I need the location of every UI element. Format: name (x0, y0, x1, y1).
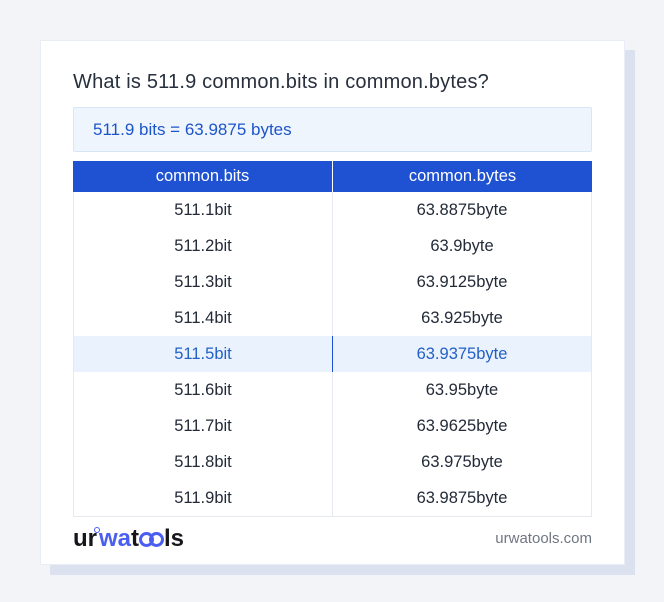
table-cell: 63.925byte (332, 300, 591, 336)
table-cell: 511.7bit (174, 416, 232, 435)
logo-text-ls: ls (164, 524, 185, 552)
table-cell: 63.95byte (332, 372, 591, 408)
logo-text-t: t (131, 524, 140, 552)
page-title: What is 511.9 common.bits in common.byte… (73, 71, 489, 93)
table-row[interactable]: 511.1bit 63.8875byte (74, 192, 591, 228)
table-cell: 511.1bit (174, 200, 232, 219)
urwatools-logo[interactable]: ur wa t ls (73, 524, 185, 552)
conversion-answer-box: 511.9 bits = 63.9875 bytes (73, 107, 592, 152)
table-cell: 511.5bit (174, 344, 232, 363)
table-cell: 63.8875byte (332, 192, 591, 228)
table-row[interactable]: 511.7bit 63.9625byte (74, 408, 591, 444)
logo-text-ur: ur (73, 524, 97, 552)
table-header-bits: common.bits (155, 167, 250, 185)
table-cell: 511.6bit (174, 380, 232, 399)
logo-text-wa: wa (99, 524, 132, 552)
table-row[interactable]: 511.3bit 63.9125byte (74, 264, 591, 300)
table-cell: 63.9875byte (332, 480, 591, 516)
table-row[interactable]: 511.8bit 63.975byte (74, 444, 591, 480)
table-row[interactable]: 511.4bit 63.925byte (74, 300, 591, 336)
table-cell: 511.4bit (174, 308, 232, 327)
table-row[interactable]: 511.2bit 63.9byte (74, 228, 591, 264)
table-cell: 511.8bit (174, 452, 232, 471)
table-cell: 63.9byte (332, 228, 591, 264)
table-header-row: common.bits common.bytes (73, 161, 592, 192)
converter-card: What is 511.9 common.bits in common.byte… (40, 40, 625, 565)
table-cell: 63.975byte (332, 444, 591, 480)
table-body: 511.1bit 63.8875byte 511.2bit 63.9byte 511.3… (73, 192, 592, 517)
card-footer: ur wa t ls urwatools.com (73, 517, 592, 560)
table-cell: 63.9125byte (332, 264, 591, 300)
conversion-answer-text: 511.9 bits = 63.9875 bytes (93, 119, 292, 139)
conversion-table: common.bits common.bytes 511.1bit 63.8875… (73, 161, 592, 517)
table-cell: 63.9375byte (332, 336, 591, 372)
site-link[interactable]: urwatools.com (495, 530, 592, 547)
logo-degree-icon (94, 526, 100, 533)
table-header-bytes: common.bytes (332, 161, 592, 192)
logo-ring-icon (149, 531, 165, 547)
table-cell: 511.9bit (174, 488, 232, 507)
table-row[interactable]: 511.9bit 63.9875byte (74, 480, 591, 516)
table-cell: 511.3bit (174, 272, 232, 291)
table-row[interactable]: 511.5bit 63.9375byte (74, 336, 591, 372)
table-row[interactable]: 511.6bit 63.95byte (74, 372, 591, 408)
table-cell: 511.2bit (174, 236, 232, 255)
table-cell: 63.9625byte (332, 408, 591, 444)
